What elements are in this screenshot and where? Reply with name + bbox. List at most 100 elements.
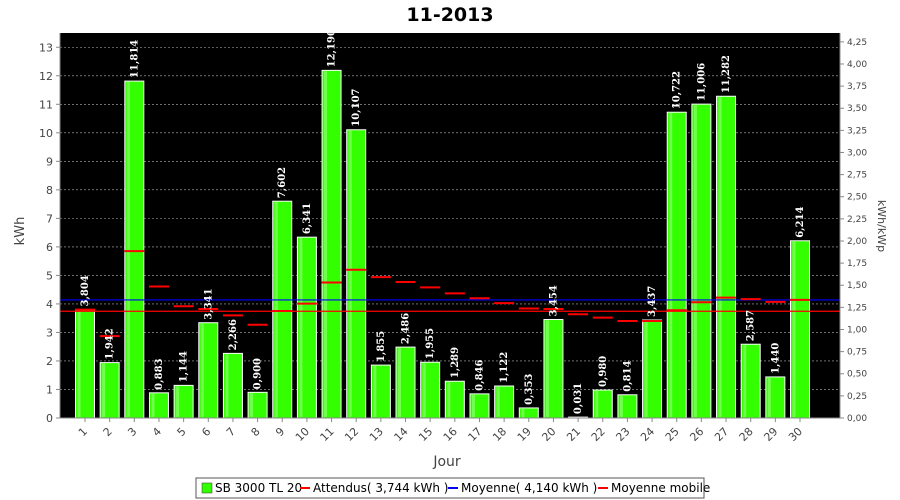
legend-item-label: SB 3000 TL 20 — [215, 481, 302, 495]
y2-tick-label: 1,75 — [847, 259, 867, 269]
y2-tick-label: 0,75 — [847, 348, 867, 358]
value-label: 10,722 — [672, 71, 683, 109]
y2-tick-label: 3,75 — [847, 82, 867, 92]
value-label: 0,353 — [524, 374, 535, 405]
x-tick-label: 5 — [175, 425, 189, 439]
bar-highlight — [250, 393, 254, 417]
y-tick-label: 9 — [46, 155, 53, 168]
value-label: 12,190 — [327, 29, 338, 67]
x-tick-label: 12 — [342, 425, 361, 444]
legend-swatch-bar — [201, 482, 213, 494]
y2-axis-title: kWh/kWp — [875, 200, 888, 252]
bar-highlight — [373, 366, 377, 417]
bar-highlight — [496, 387, 500, 417]
y2-tick-label: 2,50 — [847, 193, 867, 203]
x-tick-label: 19 — [515, 425, 534, 444]
bar-highlight — [767, 377, 771, 417]
legend: SB 3000 TL 20 Attendus( 3,744 kWh ) Moyenn… — [195, 477, 710, 499]
y-tick-label: 11 — [39, 98, 53, 111]
y2-tick-label: 1,25 — [847, 303, 867, 313]
y2-tick-label: 0,50 — [847, 370, 867, 380]
value-label: 2,587 — [746, 310, 757, 341]
value-label: 0,900 — [253, 358, 264, 389]
y-tick-label: 8 — [46, 184, 53, 197]
bar-highlight — [545, 320, 549, 417]
x-tick-label: 30 — [786, 425, 805, 444]
bar-highlight — [595, 391, 599, 417]
value-label: 3,804 — [80, 275, 91, 306]
x-tick-label: 8 — [249, 425, 263, 439]
bar-highlight — [348, 130, 352, 417]
x-tick-label: 15 — [416, 425, 435, 444]
bar-highlight — [77, 310, 81, 417]
bar-highlight — [299, 238, 303, 417]
x-tick-label: 4 — [150, 425, 164, 439]
chart-title: 11-2013 — [406, 4, 493, 26]
value-label: 3,341 — [203, 288, 214, 319]
bar-highlight — [176, 386, 180, 417]
value-label: 2,266 — [228, 319, 239, 350]
value-label: 11,006 — [696, 63, 707, 101]
value-label: 0,980 — [598, 356, 609, 387]
x-axis-title: Jour — [432, 454, 461, 470]
x-tick-label: 28 — [737, 425, 756, 444]
y2-tick-label: 2,00 — [847, 237, 867, 247]
x-tick-label: 29 — [761, 425, 780, 444]
value-label: 10,107 — [351, 88, 362, 126]
legend-item-label: Moyenne( 4,140 kWh ) — [461, 481, 597, 495]
y-tick-label: 6 — [46, 241, 53, 254]
x-tick-label: 1 — [76, 425, 90, 439]
y2-tick-label: 1,00 — [847, 325, 867, 335]
bar-highlight — [126, 82, 130, 418]
value-label: 6,341 — [302, 203, 313, 234]
x-tick-label: 16 — [441, 425, 460, 444]
y-tick-label: 13 — [39, 41, 53, 54]
y2-tick-label: 3,50 — [847, 104, 867, 114]
value-label: 1,144 — [179, 351, 190, 382]
value-label: 0,031 — [573, 383, 584, 414]
legend-item-label: Attendus( 3,744 kWh ) — [313, 481, 448, 495]
x-tick-label: 7 — [224, 425, 238, 439]
y-tick-label: 2 — [46, 355, 53, 368]
value-label: 3,454 — [548, 285, 559, 316]
value-label: 1,122 — [499, 352, 510, 383]
value-labels: 3,804 1,942 11,814 0,883 1,144 3,341 2,266 0,90… — [80, 29, 806, 414]
x-tick-label: 9 — [273, 425, 287, 439]
bar-highlight — [324, 71, 328, 418]
x-tick-label: 20 — [539, 425, 558, 444]
value-label: 1,855 — [376, 331, 387, 362]
x-tick-label: 6 — [199, 425, 213, 439]
y2-axis-ticks: 0,00 0,25 0,50 0,75 1,00 1,25 1,50 1,75 2,00 2,25… — [840, 38, 867, 424]
x-axis-ticks: 1 2 3 4 5 6 7 8 9 10 11 12 13 14 15 16 17 18 19 20 21 22 23 24 2… — [76, 418, 805, 444]
bar-highlight — [619, 395, 623, 417]
bar-highlight — [669, 113, 673, 418]
bar-highlight — [398, 348, 402, 417]
value-label: 0,814 — [622, 360, 633, 391]
y2-tick-label: 3,25 — [847, 126, 867, 136]
bar-highlight — [792, 241, 796, 417]
value-label: 0,846 — [474, 360, 485, 391]
y2-tick-label: 4,00 — [847, 60, 867, 70]
y2-tick-label: 4,25 — [847, 38, 867, 48]
value-label: 1,289 — [450, 347, 461, 378]
x-tick-label: 27 — [712, 425, 731, 444]
y-tick-label: 5 — [46, 269, 53, 282]
x-tick-label: 22 — [589, 425, 608, 444]
x-tick-label: 26 — [687, 425, 706, 444]
bar-highlight — [521, 408, 525, 417]
y-tick-label: 10 — [39, 127, 53, 140]
x-tick-label: 23 — [613, 425, 632, 444]
y2-tick-label: 1,50 — [847, 281, 867, 291]
y-tick-label: 12 — [39, 70, 53, 83]
bar-highlight — [718, 97, 722, 417]
x-tick-label: 11 — [318, 425, 337, 444]
x-tick-label: 14 — [392, 425, 411, 444]
x-tick-label: 10 — [293, 425, 312, 444]
y-axis-title: kWh — [13, 217, 28, 246]
y2-tick-label: 3,00 — [847, 148, 867, 158]
bar-highlight — [422, 363, 426, 417]
y2-tick-label: 2,75 — [847, 171, 867, 181]
bar-highlight — [471, 394, 475, 417]
